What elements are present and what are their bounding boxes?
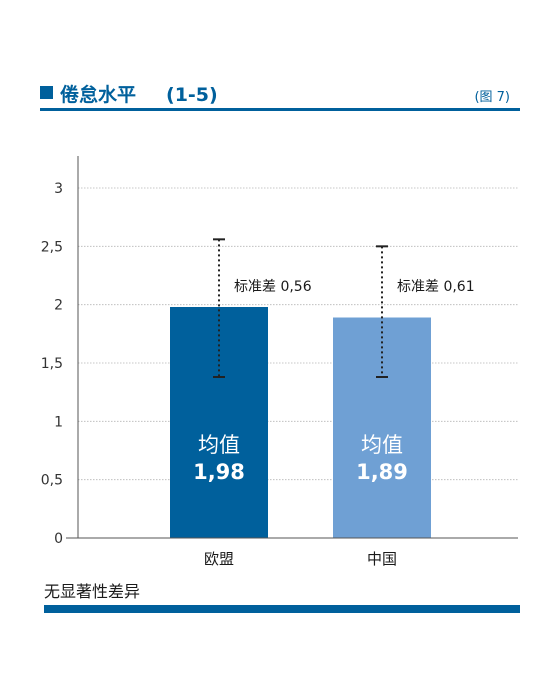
- error-bar-label: 标准差 0,61: [397, 279, 475, 295]
- bar-value-label: 1,98: [193, 460, 245, 484]
- y-tick-label: 0: [54, 531, 63, 547]
- bar-labels: 均值 1,98 欧盟 标准差 0,56 均值 1,89 中国 标准差 0,61: [193, 279, 475, 568]
- x-tick-label: 欧盟: [204, 550, 234, 568]
- bar-chart: 0 0,5 1 1,5 2 2,5 3 均值 1,98 欧盟 标准差 0,56 均值 1,89 中国 标准…: [41, 156, 518, 568]
- y-tick-label: 2: [54, 298, 63, 314]
- header-rule: [40, 108, 520, 111]
- bar-mean-label: 均值: [198, 433, 240, 457]
- figure-reference: (图 7): [474, 90, 510, 105]
- y-tick-label: 3: [54, 181, 63, 197]
- y-tick-label: 2,5: [41, 239, 63, 255]
- error-bar-label: 标准差 0,56: [234, 279, 312, 295]
- chart-header: 倦怠水平 (1-5) (图 7): [40, 80, 520, 108]
- y-tick-label: 1,5: [41, 356, 63, 372]
- bar: [170, 307, 268, 538]
- axes: [66, 156, 518, 539]
- footer-rule: [44, 605, 520, 613]
- x-tick-label: 中国: [367, 550, 397, 568]
- footnote: 无显著性差异: [44, 582, 141, 601]
- y-tick-labels: 0 0,5 1 1,5 2 2,5 3: [41, 181, 63, 547]
- bar-value-label: 1,89: [356, 460, 408, 484]
- bar-mean-label: 均值: [361, 433, 403, 457]
- bars: [170, 307, 431, 538]
- title-square-icon: [40, 86, 53, 99]
- error-bars: [213, 238, 388, 378]
- title-range: (1-5): [166, 84, 218, 106]
- chart-title: 倦怠水平 (1-5): [60, 80, 218, 107]
- bar: [333, 317, 431, 538]
- y-tick-label: 0,5: [41, 473, 63, 489]
- y-tick-label: 1: [54, 414, 63, 430]
- grid-lines: [78, 187, 518, 481]
- title-text: 倦怠水平: [60, 84, 137, 106]
